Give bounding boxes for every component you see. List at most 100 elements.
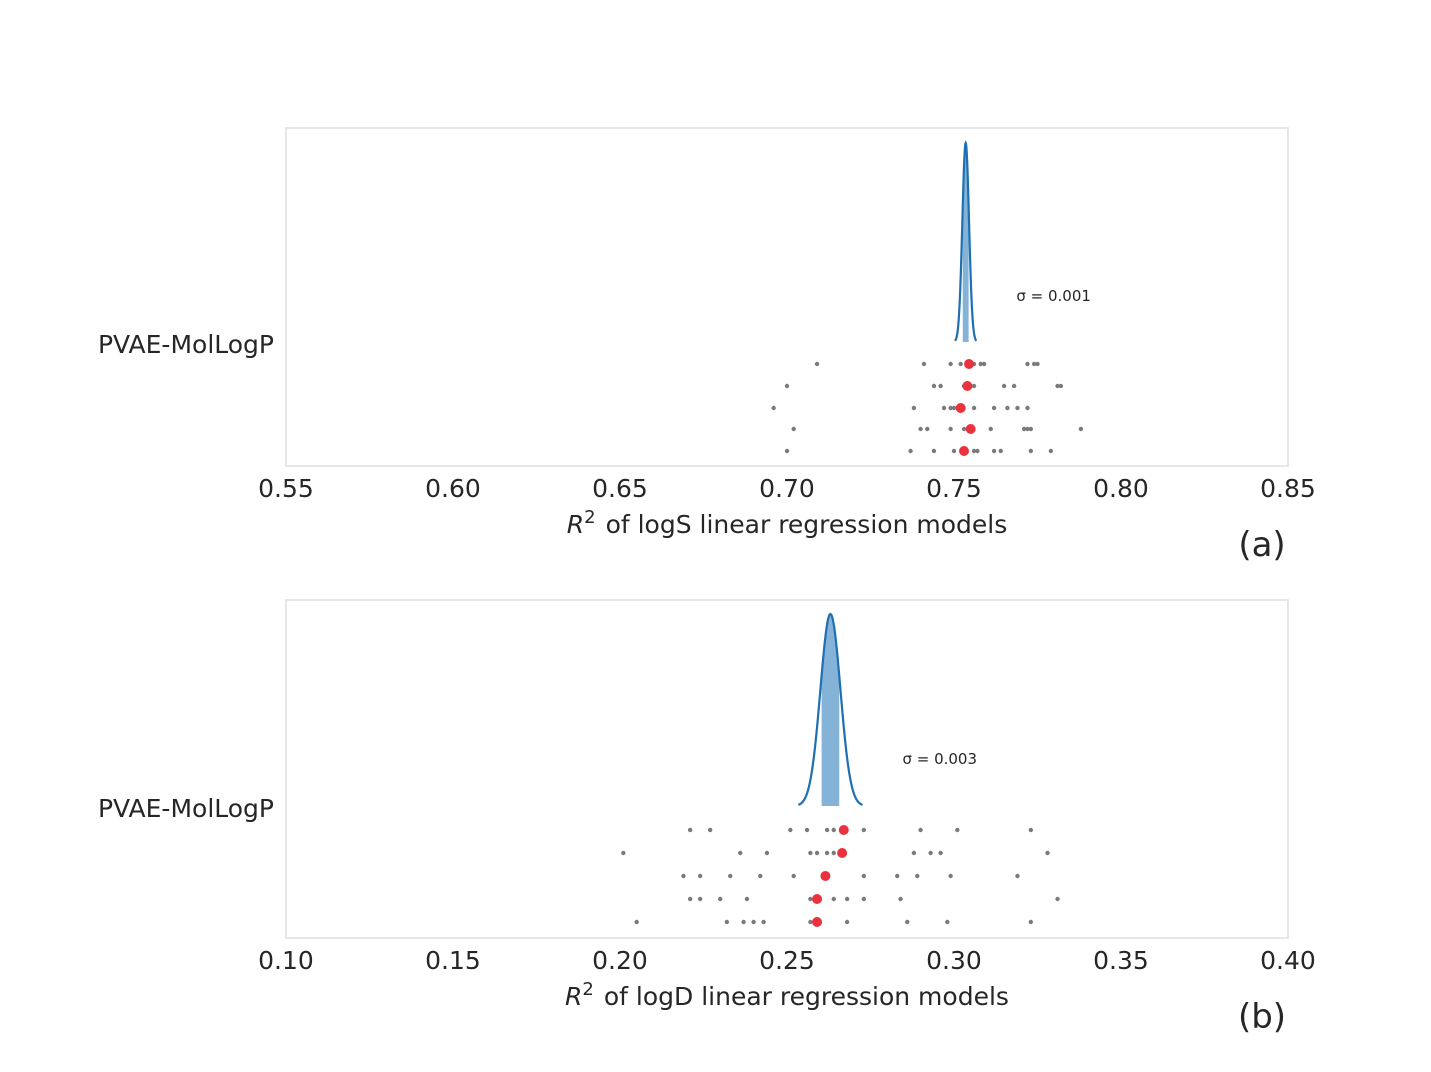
distribution-curve	[797, 612, 863, 806]
score-point	[911, 405, 917, 411]
score-point	[764, 850, 770, 856]
panel-b: PVAE-MolLogP 0.10 0.15 0.20 0.25 0.30 0.35 0.40…	[98, 599, 1316, 1037]
x-axis-label-var: R	[565, 982, 582, 1011]
score-point	[861, 827, 867, 833]
score-point	[958, 361, 963, 367]
panel-label: (a)	[1238, 525, 1285, 565]
mean-point	[965, 424, 976, 434]
score-point	[971, 448, 977, 454]
score-point	[1025, 426, 1030, 432]
x-tick-label: 0.20	[592, 946, 648, 975]
x-tick-label: 0.40	[1260, 946, 1316, 975]
score-point	[814, 361, 820, 367]
score-point	[1078, 426, 1084, 432]
score-point	[621, 850, 626, 856]
score-point	[681, 873, 686, 879]
score-point	[991, 448, 997, 454]
score-point	[824, 827, 830, 833]
score-point	[905, 919, 910, 925]
mean-point	[837, 848, 848, 858]
mean-point	[812, 917, 823, 927]
mean-point	[838, 825, 849, 835]
score-point	[1048, 448, 1054, 454]
score-point	[918, 827, 923, 833]
score-point	[808, 919, 813, 925]
score-point	[1028, 426, 1034, 432]
score-point	[975, 448, 980, 454]
score-point	[948, 405, 953, 411]
mean-point	[962, 381, 973, 391]
score-point	[948, 873, 953, 879]
score-point	[738, 850, 743, 856]
x-axis-label-var: R	[567, 510, 584, 539]
score-point	[915, 873, 920, 879]
score-point	[1055, 896, 1060, 902]
score-point	[971, 405, 977, 411]
score-point	[931, 383, 937, 389]
score-point	[831, 896, 836, 902]
score-point	[928, 850, 933, 856]
score-point	[808, 850, 813, 856]
sigma-annotation: σ = 0.003	[902, 750, 977, 768]
x-tick-label: 0.80	[1093, 474, 1149, 503]
score-point	[808, 896, 813, 902]
score-point	[761, 919, 766, 925]
x-tick-label: 0.25	[759, 946, 815, 975]
axes-frame	[285, 127, 1289, 467]
score-point	[1025, 405, 1030, 411]
score-point	[998, 448, 1003, 454]
score-point	[925, 426, 930, 432]
x-tick-label: 0.10	[258, 946, 314, 975]
score-point	[784, 448, 790, 454]
score-point	[971, 383, 977, 389]
panel-a: PVAE-MolLogP 0.55 0.60 0.65 0.70 0.75 0.80 0.85…	[98, 127, 1316, 565]
score-point	[788, 827, 793, 833]
x-tick-label: 0.15	[425, 946, 481, 975]
score-point	[981, 361, 987, 367]
score-point	[687, 896, 693, 902]
score-point	[1021, 426, 1027, 432]
score-point	[895, 873, 900, 879]
score-point	[951, 448, 957, 454]
x-tick-label: 0.35	[1093, 946, 1149, 975]
x-tick-label: 0.30	[926, 946, 982, 975]
score-point	[1028, 448, 1034, 454]
x-axis-label-rest: of logS linear regression models	[606, 510, 1008, 539]
score-point	[724, 919, 730, 925]
score-point	[1055, 383, 1060, 389]
score-point	[938, 383, 943, 389]
score-point	[908, 448, 913, 454]
x-axis-label-rest: of logD linear regression models	[604, 982, 1009, 1011]
score-point	[1015, 405, 1020, 411]
score-point	[1028, 919, 1034, 925]
score-point	[941, 405, 947, 411]
score-point	[844, 919, 850, 925]
score-point	[697, 873, 703, 879]
score-point	[791, 426, 796, 432]
score-point	[918, 426, 923, 432]
score-point	[861, 896, 867, 902]
score-point	[1031, 361, 1037, 367]
mean-point	[964, 359, 975, 369]
score-point	[861, 873, 867, 879]
score-point	[991, 405, 997, 411]
score-point	[784, 383, 790, 389]
distribution-band	[821, 614, 840, 806]
mean-point	[820, 871, 831, 881]
x-tick-label: 0.85	[1260, 474, 1316, 503]
score-point	[948, 361, 953, 367]
score-point	[687, 827, 693, 833]
score-point	[1025, 361, 1030, 367]
score-point	[814, 850, 820, 856]
score-point	[707, 827, 713, 833]
sigma-annotation: σ = 0.001	[1016, 287, 1091, 305]
category-label: PVAE-MolLogP	[98, 330, 274, 359]
mean-point	[812, 894, 823, 904]
x-tick-label: 0.70	[759, 474, 815, 503]
score-point	[634, 919, 639, 925]
score-point	[921, 361, 927, 367]
axes-frame	[285, 599, 1289, 939]
score-point	[824, 850, 830, 856]
score-point	[931, 448, 937, 454]
